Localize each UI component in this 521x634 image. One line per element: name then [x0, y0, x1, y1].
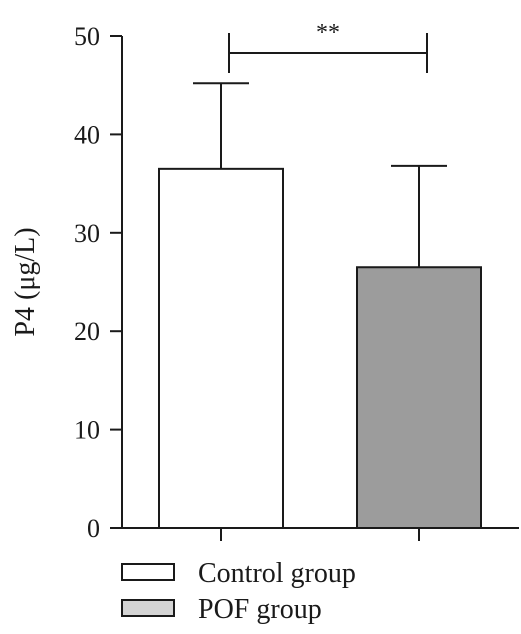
- error-bars: [193, 82, 447, 268]
- legend-swatch-1: [121, 563, 175, 581]
- y-tick-label: 20: [74, 317, 100, 346]
- legend: Control group POF group: [121, 558, 356, 625]
- y-tick-label: 40: [74, 120, 100, 149]
- significance-bracket: **: [228, 20, 428, 73]
- bar-2: [356, 266, 482, 529]
- y-tick-label: 0: [87, 514, 100, 543]
- bar-1: [158, 167, 284, 529]
- legend-swatch-2: [121, 599, 175, 617]
- y-axis-label: P4 (μg/L): [10, 227, 41, 336]
- significance-label: **: [316, 20, 340, 46]
- y-tick-label: 50: [74, 22, 100, 51]
- bars: [158, 167, 482, 529]
- y-tick-label: 10: [74, 416, 100, 445]
- legend-label-1: Control group: [198, 558, 356, 589]
- legend-label-2: POF group: [198, 594, 322, 625]
- y-tick-label: 30: [74, 219, 100, 248]
